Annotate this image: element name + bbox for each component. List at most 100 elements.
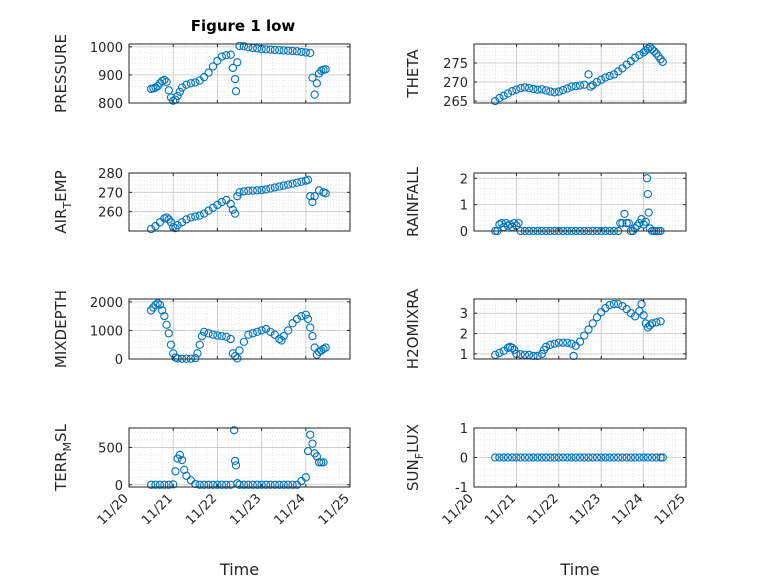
y-tick-label: 1000 <box>90 41 123 56</box>
data-point <box>155 300 165 309</box>
data-point <box>270 183 280 192</box>
data-point <box>270 45 280 55</box>
data-point <box>584 325 593 334</box>
x-axis-label: Time <box>559 560 599 579</box>
data-point <box>177 455 187 465</box>
data-point <box>495 348 504 358</box>
y-tick-label: 270 <box>443 76 468 91</box>
data-point <box>244 186 253 195</box>
data-point <box>516 453 525 462</box>
data-point <box>541 453 551 462</box>
data-point <box>656 453 665 462</box>
data-point <box>501 218 510 228</box>
data-point <box>630 53 640 62</box>
data-point <box>208 203 218 212</box>
data-point <box>558 453 568 462</box>
data-point <box>554 87 563 96</box>
subplot-theta: 265 270 275 THETA <box>404 42 687 110</box>
data-point <box>541 342 551 351</box>
data-point <box>319 458 328 467</box>
y-tick-label: 500 <box>98 441 123 456</box>
axes-box <box>128 298 351 360</box>
data-point <box>248 329 257 338</box>
subplot-pressure: 800 900 1000 PRESSURE <box>52 34 351 113</box>
data-point <box>524 84 534 93</box>
data-point <box>510 345 519 354</box>
data-point <box>303 314 313 324</box>
data-point <box>658 57 667 67</box>
y-axis-label: PRESSURE <box>52 34 70 113</box>
data-point <box>567 82 576 91</box>
data-point <box>204 68 213 77</box>
data-point <box>175 87 184 96</box>
data-point <box>270 330 280 339</box>
data-point <box>239 337 249 347</box>
data-point <box>266 327 275 337</box>
data-series <box>146 299 330 363</box>
data-point <box>529 453 538 462</box>
data-point <box>321 343 330 352</box>
data-point <box>633 221 642 230</box>
data-point <box>169 480 178 489</box>
y-tick-label: 0 <box>460 452 468 467</box>
y-tick-label: 2 <box>460 172 468 187</box>
data-point <box>514 218 523 228</box>
data-point <box>622 453 631 462</box>
y-tick-label: 0 <box>460 225 468 240</box>
data-point <box>162 213 171 222</box>
data-point <box>230 74 240 84</box>
data-point <box>512 85 521 94</box>
data-point <box>228 63 238 73</box>
y-tick-label: 3 <box>460 307 468 322</box>
data-point <box>620 209 629 219</box>
data-point <box>186 79 196 88</box>
data-point <box>563 453 572 462</box>
data-point <box>222 332 231 341</box>
data-point <box>175 450 184 460</box>
data-point <box>283 480 293 489</box>
data-point <box>637 214 646 224</box>
data-point <box>643 189 652 199</box>
data-point <box>550 339 559 348</box>
data-point <box>635 50 644 60</box>
data-point <box>261 480 271 489</box>
data-point <box>584 70 593 79</box>
data-point <box>160 75 169 85</box>
data-point <box>155 480 165 489</box>
data-point <box>204 480 213 489</box>
data-point <box>569 351 578 361</box>
data-point <box>162 320 171 329</box>
data-point <box>301 473 310 482</box>
data-point <box>508 453 517 462</box>
data-point <box>586 82 595 91</box>
data-point <box>652 453 661 462</box>
data-point <box>308 439 317 448</box>
data-point <box>605 453 614 462</box>
data-series <box>146 175 330 234</box>
y-tick-label: 1000 <box>90 324 123 339</box>
data-series <box>491 453 667 462</box>
data-point <box>288 480 297 489</box>
data-point <box>592 313 602 322</box>
data-point <box>222 51 231 60</box>
data-point <box>230 456 240 466</box>
data-point <box>208 330 218 339</box>
data-point <box>160 311 169 321</box>
data-point <box>567 453 576 462</box>
data-point <box>652 318 661 327</box>
data-point <box>213 56 222 66</box>
y-tick-label: 0 <box>115 353 123 368</box>
data-point <box>624 218 633 228</box>
data-point <box>622 218 631 228</box>
data-point <box>288 46 297 56</box>
data-point <box>516 84 525 93</box>
data-point <box>312 79 321 88</box>
data-point <box>151 300 160 309</box>
data-point <box>186 213 196 222</box>
data-point <box>233 354 242 363</box>
data-point <box>166 218 176 227</box>
data-point <box>533 351 542 361</box>
y-tick-label: -1 <box>455 481 468 496</box>
data-point <box>630 312 640 321</box>
